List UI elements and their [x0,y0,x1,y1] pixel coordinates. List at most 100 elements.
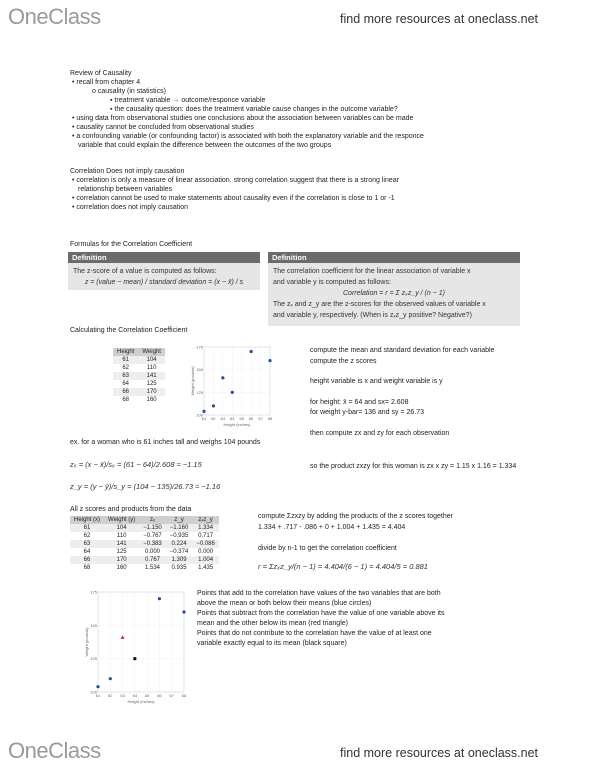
cell: 170 [138,388,165,396]
cell: 170 [104,556,140,564]
logo[interactable]: OneClass [8,4,101,29]
x-tick-label: 64 [133,693,138,698]
definition-label: Definition [268,252,520,263]
row: 64 125 [113,380,165,388]
step: compute Σzxzy by adding the products of … [258,513,453,520]
bullet: • correlation is only a measure of linea… [72,177,399,184]
text: and variable y, respectively. (When is z… [273,312,472,319]
x-tick-label: 62 [108,693,113,698]
heading: Calculating the Correlation Coefficient [70,327,188,334]
x-tick-label: 61 [202,416,207,421]
cell: 104 [138,356,165,364]
link[interactable]: find more resources at oneclass.net [340,12,539,26]
note: Points that do not contribute to the cor… [197,630,432,637]
cell: 110 [146,365,157,371]
y-tick-label: 150 [196,367,203,372]
cell: 62 [83,533,91,539]
row: 62 110 −0.767 −0.935 0.717 [70,532,219,540]
bullet: • correlation cannot be used to make sta… [72,195,395,202]
cell: 62 [122,365,130,371]
x-tick-label: 67 [258,416,263,421]
x-tick-label: 68 [268,416,273,421]
cell: 66 [70,556,105,564]
note: above the mean or both below their means… [197,600,372,607]
row: 62 110 [113,364,165,372]
heading: Formulas for the Correlation Coefficient [70,241,193,248]
text: so the product zxzy for this woman is zx… [310,463,517,470]
formula: zₓ = (x − x̄)/sₓ = (61 − 64)/2.608 ≈ −1.… [70,460,202,469]
header-cell: Weight [138,348,165,356]
cell: 160 [116,565,127,571]
note: mean and the other below its mean (red t… [197,620,348,627]
header-row: Height Weight [113,348,165,356]
formula: Correlation = r = Σ zₓz_y / (n − 1) [343,290,445,297]
cell: 61 [113,356,139,364]
cell: 64 [122,381,130,387]
header-cell: Height (x) [70,516,105,524]
bullet: • a confounding variable (or confounding… [72,133,424,140]
data-point [96,685,100,689]
definition-label: Definition [68,252,260,263]
logo[interactable]: OneClass [8,738,101,763]
x-axis-label: Height (inches) [224,422,252,427]
cell: 141 [138,372,165,380]
heading: Review of Causality [70,70,132,77]
cell: 1.534 [145,565,161,571]
cell: 63 [70,540,105,548]
text: The correlation coefficient for the line… [273,268,471,275]
cell: 141 [104,540,140,548]
bullet: • recall from chapter 4 [72,79,141,86]
x-tick-label: 63 [120,693,125,698]
x-axis-label: Height (inches) [128,699,156,704]
data-point [133,657,137,661]
cell: −0.374 [169,549,189,555]
link[interactable]: find more resources at oneclass.net [340,746,539,760]
step: for height: x̄ = 64 and sx= 2.608 [310,399,409,406]
header-cell: zₓ [139,516,166,524]
y-tick-label: 125 [90,656,97,661]
x-tick-label: 65 [145,693,150,698]
cell: 104 [104,524,140,532]
definition-box: Definition The correlation coefficient f… [268,252,520,326]
definition-text: The correlation coefficient for the line… [268,263,520,324]
cell: 0.224 [165,540,193,548]
cell: 64 [83,549,91,555]
data-table: Height Weight 61 104 62 110 63 141 64 125 66 170 68 1… [113,348,165,404]
definition-text: The z-score of a value is computed as fo… [68,263,260,291]
cell: 0.935 [171,565,187,571]
scatter-plot: 61 62 63 64 65 66 67 68 100 125 150 175 Height (inch… [190,345,273,428]
data-point [230,390,234,394]
data-point [120,635,125,639]
y-tick-label: 175 [90,590,97,595]
bullet: relationship between variables [78,186,173,193]
step: height variable is x and weight variable… [310,378,443,385]
row: 61 104 −1.150 −1.160 1.334 [70,524,219,532]
header-cell: Weight (y) [104,516,140,524]
data-point [202,409,206,413]
y-tick-label: 175 [196,345,203,350]
data-point [108,677,112,681]
note: Points that subtract from the correlatio… [197,610,445,617]
y-tick-label: 100 [196,413,203,418]
cell: −1.160 [165,524,193,532]
x-tick-label: 66 [249,416,254,421]
header-cell: Height [113,348,139,356]
y-axis-label: Weight (pounds) [84,627,89,657]
cell: −0.767 [143,533,162,539]
step: for weight y-bar= 136 and sy = 26.73 [310,409,425,416]
cell: 1.435 [198,565,214,571]
cell: 125 [116,549,127,555]
cell: 0.767 [139,556,166,564]
cell: 68 [122,397,130,403]
x-tick-label: 66 [157,693,162,698]
y-axis-label: Weight (pounds) [190,366,195,396]
step: divide by n-1 to get the correlation coe… [258,545,397,552]
text: The zₓ and z_y are the z-scores for the … [273,301,486,308]
step: then compute zx and zy for each observat… [310,430,450,437]
definition-box: Definition The z-score of a value is com… [68,252,260,290]
cell: 1.004 [192,556,219,564]
example: ex. for a woman who is 61 inches tall an… [70,439,261,446]
x-tick-label: 63 [221,416,226,421]
cell: −0.383 [139,540,166,548]
note: variable exactly equal to its mean (blac… [197,640,347,647]
